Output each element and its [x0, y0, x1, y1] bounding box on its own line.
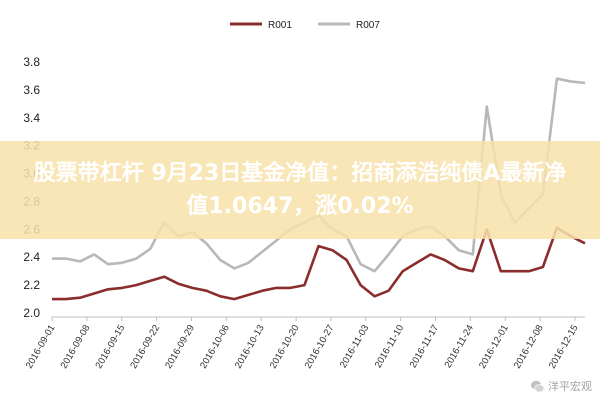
- x-tick-label: 2016-11-03: [338, 323, 371, 370]
- x-tick-label: 2016-09-01: [24, 323, 58, 371]
- x-tick-label: 2016-11-17: [408, 323, 441, 370]
- x-tick-label: 2016-09-15: [94, 323, 128, 371]
- chart-legend: R001 R007: [230, 20, 380, 31]
- x-tick-label: 2016-12-01: [477, 323, 511, 371]
- x-tick-label: 2016-09-22: [128, 323, 162, 371]
- watermark: 洋平宏观: [530, 378, 592, 394]
- x-tick-label: 2016-11-10: [373, 323, 406, 370]
- x-axis-ticks: 2016-09-01 2016-09-08 2016-09-15 2016-09-22…: [24, 317, 581, 371]
- y-tick-label: 2.0: [23, 306, 40, 320]
- y-tick-label: 3.4: [23, 111, 40, 125]
- headline-line-2: 值1.0647，涨0.02%: [186, 194, 414, 219]
- wechat-icon: [530, 380, 545, 392]
- y-tick-label: 3.6: [23, 83, 40, 97]
- x-tick-label: 2016-10-06: [198, 323, 232, 371]
- x-tick-label: 2016-10-27: [303, 323, 337, 371]
- x-tick-label: 2016-09-29: [163, 323, 197, 371]
- headline-line-1: 股票带杠杆 9月23日基金净值：招商添浩纯债A最新净: [33, 161, 567, 186]
- x-tick-label: 2016-09-08: [59, 323, 93, 371]
- x-tick-label: 2016-10-20: [268, 323, 302, 371]
- x-tick-label: 2016-10-13: [233, 323, 267, 371]
- legend-label-r007: R007: [356, 20, 380, 31]
- series-line-r001: [52, 226, 586, 301]
- headline-banner: 股票带杠杆 9月23日基金净值：招商添浩纯债A最新净 值1.0647，涨0.02…: [0, 141, 600, 239]
- y-tick-label: 2.4: [23, 250, 40, 264]
- legend-label-r001: R001: [268, 20, 292, 31]
- y-tick-label: 3.8: [23, 55, 40, 69]
- x-tick-label: 2016-11-24: [443, 323, 476, 370]
- x-tick-label: 2016-12-15: [547, 323, 581, 371]
- y-tick-label: 2.2: [23, 278, 40, 292]
- x-tick-label: 2016-12-08: [512, 323, 546, 371]
- watermark-text: 洋平宏观: [548, 380, 592, 393]
